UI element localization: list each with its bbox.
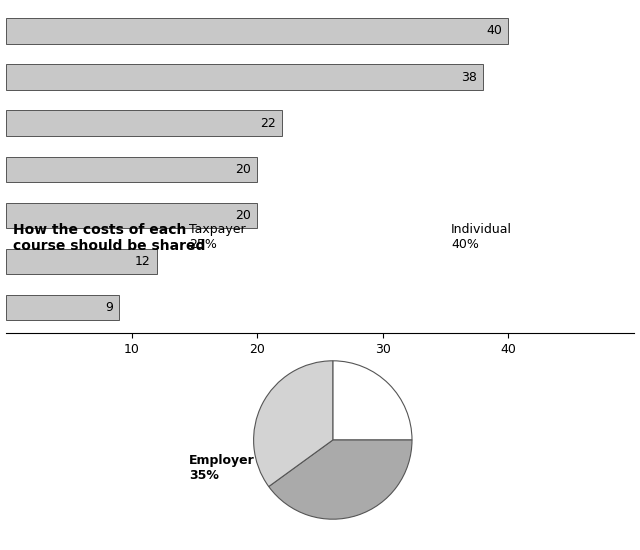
Wedge shape — [333, 361, 412, 440]
Bar — [6, 249, 157, 274]
Text: 38: 38 — [461, 70, 477, 84]
Bar — [6, 64, 483, 90]
Text: 20: 20 — [235, 209, 251, 222]
Wedge shape — [269, 440, 412, 519]
Text: 40: 40 — [486, 24, 502, 37]
Bar — [6, 18, 508, 43]
Bar — [6, 157, 257, 182]
Text: 20: 20 — [235, 163, 251, 176]
Text: How the costs of each
course should be shared: How the costs of each course should be s… — [13, 223, 205, 253]
Text: 12: 12 — [135, 255, 150, 268]
Text: Taxpayer
25%: Taxpayer 25% — [189, 223, 245, 251]
Text: Individual
40%: Individual 40% — [451, 223, 512, 251]
Text: 9: 9 — [105, 301, 113, 314]
Text: Employer
35%: Employer 35% — [189, 454, 255, 482]
Bar — [6, 295, 119, 321]
Wedge shape — [253, 361, 333, 487]
Bar — [6, 111, 282, 136]
Text: 22: 22 — [260, 117, 276, 130]
Bar — [6, 203, 257, 228]
